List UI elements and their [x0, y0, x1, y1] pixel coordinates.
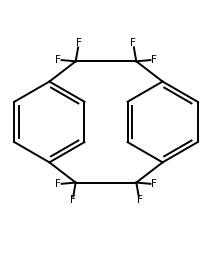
Text: F: F	[130, 38, 136, 49]
Text: F: F	[152, 55, 157, 65]
Text: F: F	[55, 179, 60, 189]
Text: F: F	[70, 196, 75, 205]
Text: F: F	[55, 55, 60, 65]
Text: F: F	[137, 196, 142, 205]
Text: F: F	[76, 38, 82, 49]
Text: F: F	[152, 179, 157, 189]
